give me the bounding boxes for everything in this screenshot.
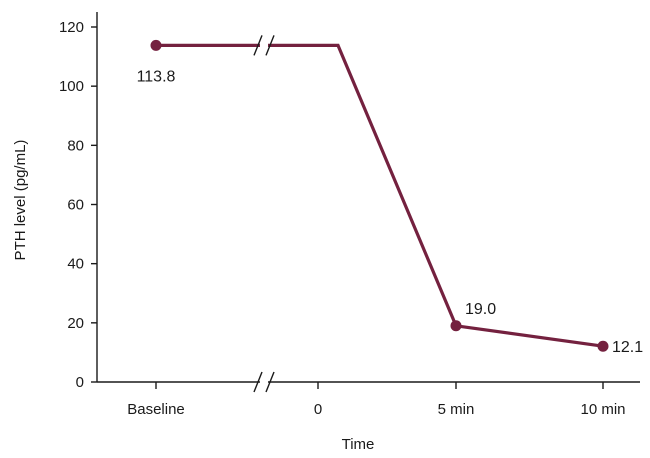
y-tick-label: 20 — [67, 315, 84, 332]
y-axis-ticks: 0 20 40 60 80 100 120 — [59, 19, 97, 391]
x-tick-label: 0 — [314, 401, 322, 418]
series-layer: 113.8 19.0 12.1 — [137, 39, 643, 356]
data-point — [597, 340, 609, 352]
y-tick-label: 40 — [67, 256, 84, 273]
y-tick-label: 120 — [59, 19, 84, 36]
y-tick-label: 0 — [76, 374, 84, 391]
axis-break-slash — [265, 35, 275, 56]
data-point — [450, 320, 462, 332]
data-label: 113.8 — [137, 68, 176, 85]
data-label: 19.0 — [465, 301, 496, 318]
axis-break-marks — [253, 35, 275, 393]
series-line — [156, 43, 604, 348]
axes — [96, 12, 640, 383]
x-axis-ticks: Baseline 0 5 min 10 min — [127, 382, 626, 418]
axis-break-slash — [253, 35, 263, 56]
x-axis-title: Time — [342, 436, 375, 453]
x-tick-label: 5 min — [438, 401, 475, 418]
y-tick-label: 80 — [67, 137, 84, 154]
data-point — [150, 39, 162, 51]
y-tick-label: 60 — [67, 197, 84, 214]
data-label: 12.1 — [612, 339, 643, 356]
axis-break-slash — [265, 371, 275, 393]
axis-break-slash — [253, 371, 263, 393]
x-tick-label: Baseline — [127, 401, 185, 418]
y-axis-title: PTH level (pg/mL) — [12, 140, 29, 261]
x-tick-label: 10 min — [580, 401, 625, 418]
y-tick-label: 100 — [59, 78, 84, 95]
